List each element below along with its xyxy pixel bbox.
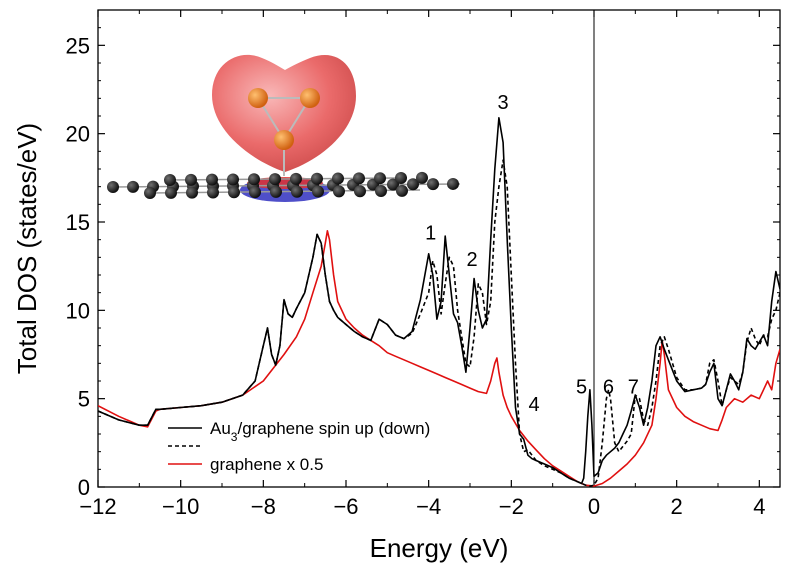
peak-label-1: 1 bbox=[425, 223, 436, 245]
x-tick-label: 0 bbox=[588, 494, 600, 519]
y-tick-label: 20 bbox=[66, 122, 90, 147]
x-tick-label: −12 bbox=[79, 494, 116, 519]
x-axis-label: Energy (eV) bbox=[370, 533, 509, 563]
series-line-2 bbox=[98, 230, 780, 487]
peak-label-5: 5 bbox=[576, 376, 587, 398]
peak-label-7: 7 bbox=[628, 376, 639, 398]
molecule-inset-illustration bbox=[107, 54, 461, 202]
carbon-atoms-shape bbox=[107, 171, 459, 199]
series-line-0 bbox=[98, 117, 780, 485]
legend: Au3/graphene spin up (down) graphene x 0.… bbox=[168, 419, 430, 474]
x-tick-label: 2 bbox=[671, 494, 683, 519]
peak-label-4: 4 bbox=[529, 394, 540, 416]
x-tick-label: 4 bbox=[753, 494, 765, 519]
y-tick-label: 0 bbox=[78, 475, 90, 500]
y-axis-label: Total DOS (states/eV) bbox=[12, 123, 42, 374]
legend-label-0: Au3/graphene spin up (down) bbox=[210, 419, 430, 444]
charge-cloud-shape bbox=[212, 54, 356, 173]
y-tick-label: 25 bbox=[66, 33, 90, 58]
gold-cluster-shape bbox=[248, 88, 320, 176]
x-tick-label: −10 bbox=[162, 494, 199, 519]
y-tick-label: 15 bbox=[66, 210, 90, 235]
x-tick-label: −2 bbox=[499, 494, 524, 519]
y-tick-label: 5 bbox=[78, 387, 90, 412]
series-line-1 bbox=[98, 159, 780, 487]
plot-frame bbox=[97, 9, 781, 488]
peak-label-6: 6 bbox=[603, 376, 614, 398]
legend-label-2: graphene x 0.5 bbox=[210, 455, 323, 474]
y-tick-label: 10 bbox=[66, 298, 90, 323]
x-tick-label: −8 bbox=[251, 494, 276, 519]
x-tick-label: −4 bbox=[416, 494, 441, 519]
x-tick-label: −6 bbox=[333, 494, 358, 519]
peak-label-3: 3 bbox=[498, 92, 509, 114]
peak-label-2: 2 bbox=[467, 249, 478, 271]
